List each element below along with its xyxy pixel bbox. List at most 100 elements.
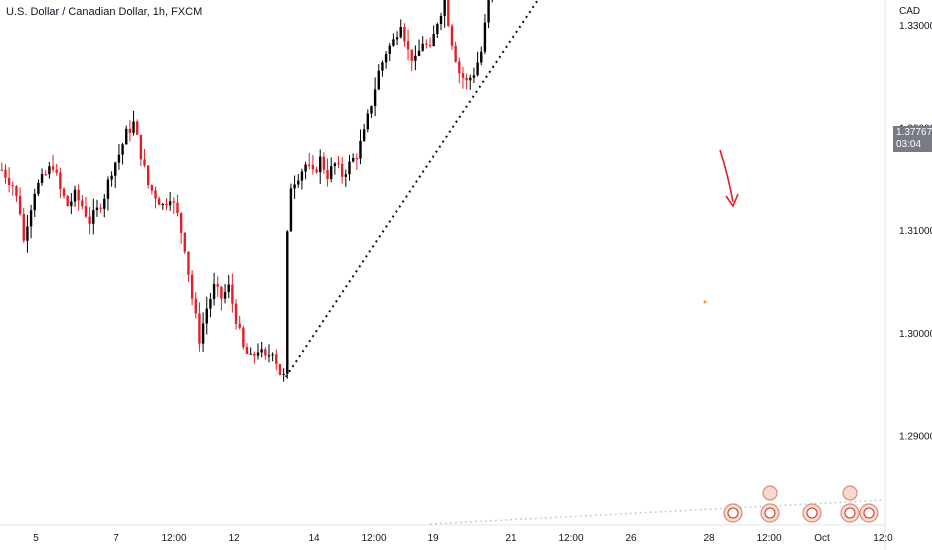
down-arrow[interactable] [719,149,734,203]
last-price-badge: 1.37767 03:04 [893,126,932,152]
candle-body [297,180,300,185]
candle-body [176,202,179,214]
candle-body [461,73,465,78]
candle-body [417,50,421,56]
candle-body [373,89,377,107]
candle-body [73,189,77,202]
candle-body [150,185,154,191]
x-tick-label: 26 [625,533,637,544]
event-flag-icon[interactable] [842,485,858,501]
candle-body [216,284,219,287]
candle-body [110,175,113,180]
candle-body [322,156,326,170]
candle-body [234,303,238,324]
candle-body [381,62,384,71]
candle-body [476,62,479,76]
candle-body [59,172,62,189]
candle-body [465,77,468,81]
candle-body [161,204,165,206]
candle-body [315,169,318,173]
candle-body [121,144,124,155]
candle-body [278,364,282,375]
candle-body [81,200,84,207]
candle-body [450,25,454,46]
candle-body [168,201,172,206]
candle-body [70,201,73,207]
y-tick-label: 1.30000 [899,329,932,340]
candle-body [319,156,322,173]
candle-body [92,210,95,224]
candle-body [66,195,69,207]
candle-body [289,188,293,232]
price-scale-unit: CAD [899,6,921,17]
event-baseline [429,499,886,525]
event-flag-icon[interactable] [762,485,778,501]
candle-body [220,286,223,299]
candle-body [326,169,329,179]
candle-body [99,207,102,209]
candle-body [333,163,337,167]
candle-body [198,313,201,344]
x-tick-label: 12 [228,533,240,544]
x-tick-label: 12:00 [161,533,186,544]
candle-body [95,207,99,211]
candle-body [311,164,315,170]
candle-body [359,140,362,159]
candle-body [106,179,110,199]
candle-body [308,164,311,166]
candle-body [330,166,333,179]
candle-body [165,204,168,206]
event-flag-inner-icon [844,507,856,519]
candle-body [443,0,446,17]
candle-body [4,169,7,178]
candle-body [436,24,439,35]
candle-body [286,231,289,374]
candle-body [212,284,216,299]
down-arrow-head [725,193,739,208]
candle-body [458,61,461,74]
candle-body [344,174,348,177]
candle-body [128,128,132,133]
x-tick-label: 28 [703,533,715,544]
candle-body [84,206,88,217]
candle-body [392,39,395,46]
candle-body [293,184,296,189]
candle-body [256,352,260,356]
candle-body [304,164,307,172]
candle-body [282,373,285,375]
candle-body [26,226,29,241]
candle-body [377,70,380,90]
candle-body [0,169,4,171]
candle-body [370,106,373,114]
candle-body [403,26,406,42]
candle-body [366,113,369,130]
candle-body [18,195,22,214]
x-tick-label: 7 [113,533,119,544]
candle-body [44,173,47,175]
candle-body [384,54,388,63]
candle-body [260,349,263,353]
candle-body [227,284,230,293]
candle-body [348,161,351,175]
candle-body [351,158,355,162]
candle-body [143,159,146,166]
x-tick-label: 12:00 [756,533,781,544]
candle-body [425,43,428,45]
candle-body [439,16,443,25]
candle-body [410,49,413,61]
candle-body [29,210,33,227]
candle-body [355,158,359,160]
candle-body [15,186,18,196]
candle-body [300,171,304,181]
candle-body [245,347,249,354]
candle-body [414,55,417,61]
x-tick-label: 19 [427,533,439,544]
candle-body [179,213,183,233]
candle-body [132,121,135,133]
candle-body [469,77,472,81]
trendline[interactable] [284,0,800,378]
candle-body [253,353,256,356]
x-tick-label: 12:0 [873,533,893,544]
candle-body [238,323,241,328]
